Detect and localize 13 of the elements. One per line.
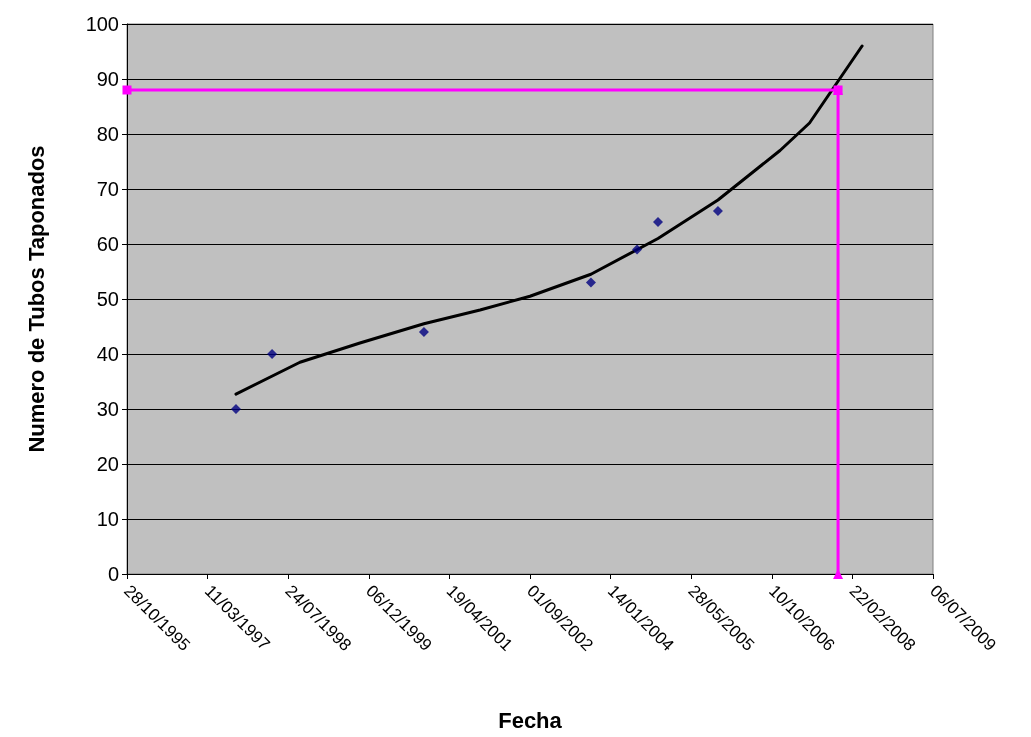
y-tick-label: 10 <box>96 508 119 530</box>
y-tick-label: 100 <box>85 13 119 35</box>
y-tick-label: 90 <box>96 68 119 90</box>
y-axis-title: Numero de Tubos Taponados <box>23 145 49 453</box>
y-tick-label: 60 <box>96 233 119 255</box>
x-axis-title: Fecha <box>498 707 563 733</box>
y-tick-label: 20 <box>96 453 119 475</box>
y-tick-label: 50 <box>96 288 119 310</box>
y-tick-label: 70 <box>96 178 119 200</box>
y-tick-label: 0 <box>107 563 119 585</box>
y-tick-label: 30 <box>96 398 119 420</box>
y-tick-label: 40 <box>96 343 119 365</box>
y-tick-label: 80 <box>96 123 119 145</box>
